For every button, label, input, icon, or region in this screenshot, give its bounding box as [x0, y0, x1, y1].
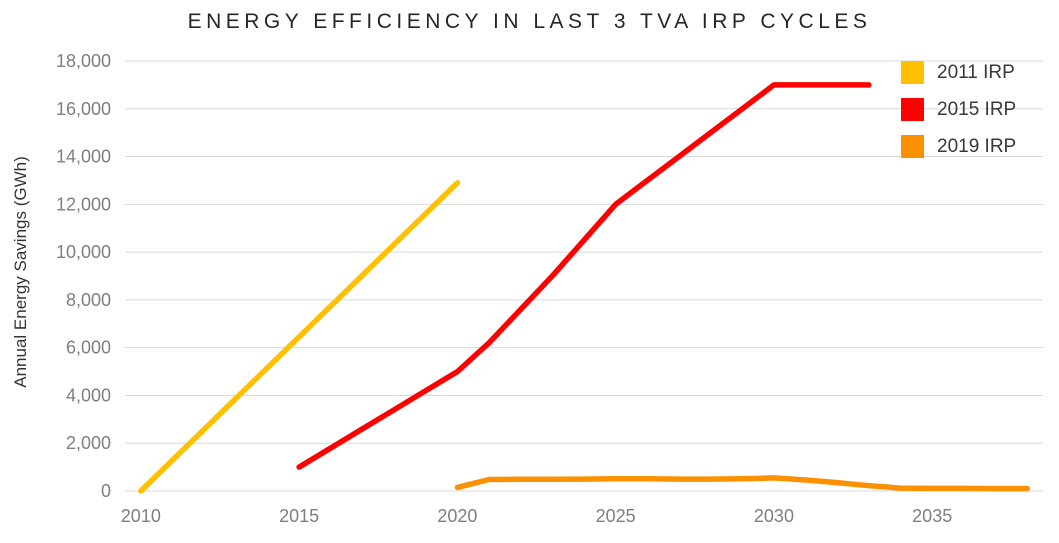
y-tick-label: 18,000: [56, 51, 111, 71]
y-tick-label: 0: [101, 481, 111, 501]
chart-title: ENERGY EFFICIENCY IN LAST 3 TVA IRP CYCL…: [187, 10, 872, 33]
legend-swatch: [901, 98, 924, 121]
y-tick-label: 8,000: [66, 290, 111, 310]
x-tick-label: 2020: [437, 506, 477, 526]
x-tick-label: 2035: [912, 506, 952, 526]
x-tick-label: 2030: [754, 506, 794, 526]
legend-label: 2015 IRP: [937, 98, 1017, 120]
legend: 2011 IRP 2015 IRP 2019 IRP: [901, 61, 1016, 158]
legend-swatch: [901, 61, 924, 84]
y-tick-label: 4,000: [66, 385, 111, 405]
y-tick-label: 10,000: [56, 242, 111, 262]
series-line-2015-irp: [296, 82, 872, 470]
y-tick-label: 12,000: [56, 194, 111, 214]
legend-label: 2011 IRP: [937, 61, 1015, 83]
legend-swatch: [901, 135, 924, 158]
legend-label: 2019 IRP: [937, 135, 1017, 157]
series-line-2019-irp: [454, 475, 1030, 492]
legend-item: 2019 IRP: [901, 135, 1016, 158]
legend-item: 2011 IRP: [901, 61, 1016, 84]
x-tick-label: 2025: [596, 506, 636, 526]
y-tick-label: 2,000: [66, 433, 111, 453]
x-tick-label: 2010: [121, 506, 161, 526]
legend-item: 2015 IRP: [901, 98, 1016, 121]
y-tick-label: 6,000: [66, 338, 111, 358]
y-tick-label: 14,000: [56, 147, 111, 167]
x-tick-label: 2015: [279, 506, 319, 526]
y-tick-label: 16,000: [56, 99, 111, 119]
series-line-2011-irp: [138, 180, 461, 494]
